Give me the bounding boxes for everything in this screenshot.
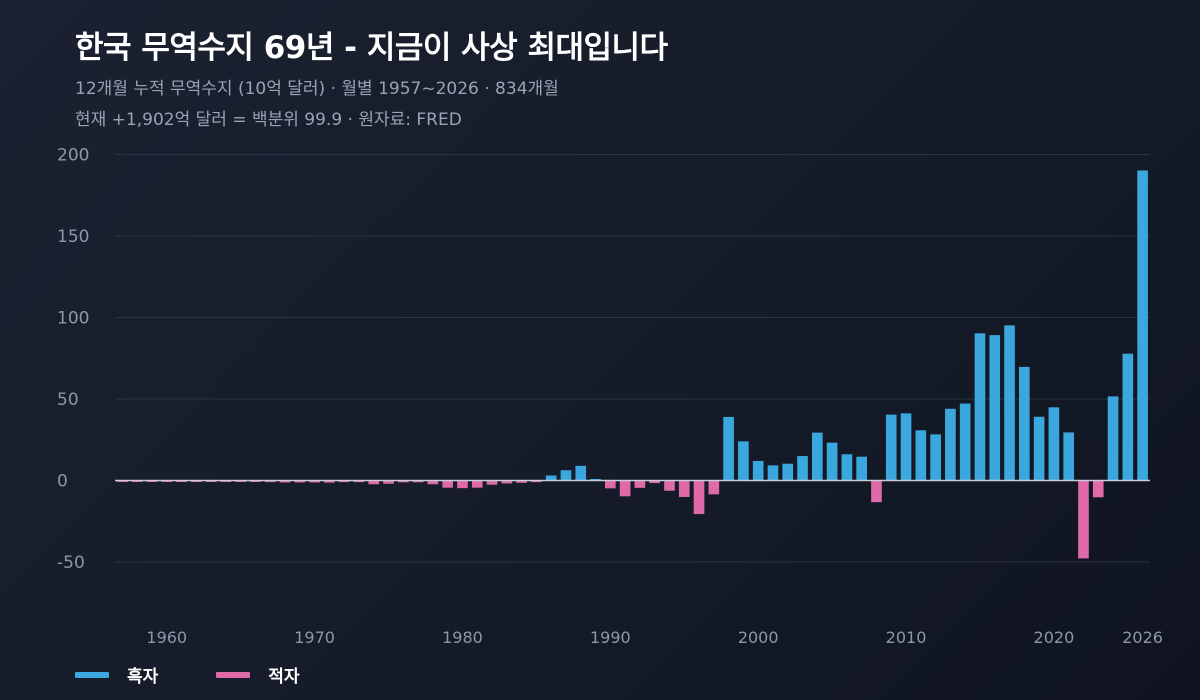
x-tick-label: 1980 (442, 628, 483, 647)
bar-deficit (368, 480, 380, 485)
bar-surplus (545, 475, 557, 481)
bar-surplus (989, 335, 1001, 481)
x-tick-label: 1990 (590, 628, 631, 647)
bar-deficit (1092, 480, 1104, 498)
bar-surplus (900, 413, 912, 481)
bar-deficit (294, 480, 306, 483)
bar-deficit (412, 480, 424, 483)
x-tick-label: 2026 (1122, 628, 1163, 647)
y-tick-label: 150 (57, 227, 89, 247)
x-tick-label: 1960 (146, 628, 187, 647)
bar-surplus (1004, 325, 1015, 481)
bar-surplus (738, 441, 749, 481)
bar-deficit (486, 480, 498, 485)
legend-label-surplus: 흑자 (127, 667, 159, 687)
bar-deficit (708, 480, 720, 495)
bar-deficit (324, 480, 335, 483)
bar-surplus (1033, 416, 1045, 481)
bar-surplus (856, 456, 868, 481)
bar-deficit (501, 480, 513, 484)
legend-item-deficit: 적자 (216, 662, 300, 687)
bar-surplus (1018, 366, 1030, 481)
bar-deficit (457, 480, 468, 489)
bar-surplus (767, 465, 779, 481)
bar-deficit (353, 480, 365, 483)
bar-surplus (575, 465, 587, 481)
bar-surplus (959, 403, 971, 481)
bar-surplus (560, 470, 572, 481)
bar-surplus (841, 454, 853, 481)
bar-surplus (915, 430, 927, 481)
bar-deficit (427, 480, 439, 485)
bar-deficit (531, 480, 542, 483)
legend-item-surplus: 흑자 (75, 662, 158, 687)
bar-surplus (723, 416, 734, 481)
bar-surplus (1137, 170, 1148, 481)
deficit-swatch (216, 671, 251, 678)
bar-deficit (383, 480, 394, 484)
bar-deficit (664, 480, 675, 491)
bar-surplus (1048, 407, 1060, 481)
bar-surplus (797, 456, 808, 481)
bar-deficit (693, 480, 705, 515)
y-tick-label: 100 (57, 309, 89, 329)
y-tick-label: 0 (57, 472, 68, 492)
chart-subtitle: 12개월 누적 무역수지 (10억 달러) · 월별 1957~2026 · 8… (75, 79, 559, 99)
bar-surplus (945, 408, 956, 481)
bar-deficit (678, 480, 690, 497)
bar-deficit (442, 480, 454, 488)
bar-deficit (871, 480, 882, 503)
bar-deficit (1078, 480, 1089, 559)
chart-title: 한국 무역수지 69년 - 지금이 사상 최대입니다 (75, 30, 668, 66)
bar-deficit (309, 480, 320, 483)
y-tick-label: 200 (57, 146, 89, 166)
bar-surplus (782, 463, 794, 481)
bar-surplus (811, 432, 823, 481)
bar-surplus (930, 434, 941, 481)
y-tick-label: 50 (57, 390, 79, 410)
bar-deficit (619, 480, 631, 497)
bar-surplus (826, 442, 838, 481)
bar-deficit (279, 480, 291, 483)
bar-deficit (264, 480, 276, 483)
bar-deficit (338, 480, 350, 483)
bar-deficit (604, 480, 616, 489)
x-tick-label: 2010 (886, 628, 927, 647)
bar-surplus (1107, 396, 1119, 481)
surplus-swatch (75, 671, 109, 678)
legend-label-deficit: 적자 (268, 667, 300, 687)
bar-deficit (649, 480, 661, 484)
bar-deficit (471, 480, 483, 488)
bar-deficit (516, 480, 527, 483)
bar-surplus (1122, 353, 1134, 481)
bar-deficit (397, 480, 409, 483)
bar-deficit (634, 480, 646, 488)
x-tick-label: 2020 (1034, 628, 1075, 647)
bar-surplus (974, 333, 986, 481)
bar-surplus (752, 460, 764, 481)
y-tick-label: -50 (57, 553, 85, 573)
chart-source-note: 현재 +1,902억 달러 = 백분위 99.9 · 원자료: FRED (75, 110, 462, 130)
bar-surplus (1063, 432, 1075, 481)
legend: 흑자 적자 (75, 662, 358, 687)
bar-surplus (885, 414, 897, 481)
x-tick-label: 2000 (738, 628, 779, 647)
x-tick-label: 1970 (294, 628, 335, 647)
